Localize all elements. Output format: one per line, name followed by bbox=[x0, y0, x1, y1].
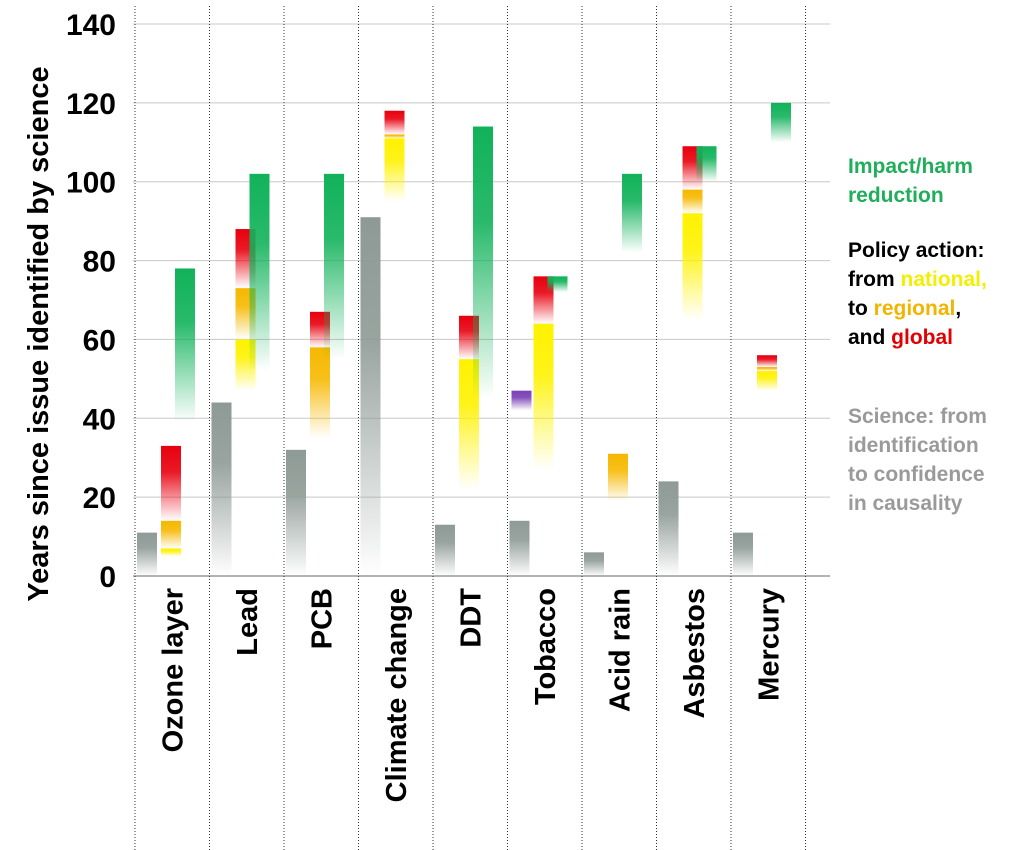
bar-global-mercury bbox=[757, 355, 777, 368]
bar-science-tobacco bbox=[509, 520, 530, 576]
bar-science-ozone-layer bbox=[137, 532, 157, 576]
bar-impact-lead bbox=[249, 173, 270, 371]
y-tick-label-140: 140 bbox=[66, 9, 116, 42]
bar-impact-ddt bbox=[473, 126, 493, 399]
legend-policy-to: to bbox=[848, 297, 874, 320]
bar-regional-asbestos bbox=[682, 189, 703, 214]
category-label-climate-change: Climate change bbox=[381, 588, 413, 802]
y-tick-label-100: 100 bbox=[66, 167, 116, 200]
category-label-ddt: DDT bbox=[455, 588, 487, 648]
legend-impact: Impact/harm reduction bbox=[848, 152, 973, 210]
bar-science-lead bbox=[211, 402, 232, 576]
bar-regional-acid-rain bbox=[608, 453, 628, 502]
bar-regional-mercury bbox=[757, 367, 777, 371]
y-tick-label-40: 40 bbox=[83, 403, 116, 436]
bar-national-climate-change bbox=[384, 138, 405, 202]
legend-policy-national: national, bbox=[900, 268, 987, 291]
bar-impact-tobacco bbox=[547, 276, 568, 293]
bar-impact-mercury bbox=[771, 102, 791, 143]
bar-regional-pcb bbox=[310, 347, 330, 438]
bar-regional-ozone-layer bbox=[161, 520, 181, 549]
bar-global-ozone-layer bbox=[161, 445, 181, 521]
bar-science-ddt bbox=[435, 524, 455, 576]
bar-regional-climate-change bbox=[384, 134, 405, 139]
bar-national-mercury bbox=[757, 370, 777, 391]
bar-impact-asbestos bbox=[696, 146, 717, 182]
legend-policy: Policy action: from national, to regiona… bbox=[848, 236, 987, 352]
bars bbox=[137, 102, 791, 576]
legend-impact-line2: reduction bbox=[848, 184, 944, 207]
y-tick-label-120: 120 bbox=[66, 88, 116, 121]
bar-science-climate-change bbox=[360, 217, 381, 576]
bar-national-asbestos bbox=[682, 213, 703, 320]
category-label-lead: Lead bbox=[232, 588, 264, 656]
legend-science-line4: in causality bbox=[848, 492, 963, 515]
legend-policy-line4: and global bbox=[848, 323, 987, 352]
legend-science: Science: from identification to confiden… bbox=[848, 402, 987, 518]
category-labels: Ozone layer Lead PCB Climate change DDT Tobac… bbox=[157, 588, 785, 803]
legend-science-line3: to confidence bbox=[848, 463, 985, 486]
legend-policy-line3: to regional, bbox=[848, 294, 987, 323]
legend-policy-and: and bbox=[848, 326, 892, 349]
bar-global-climate-change bbox=[384, 110, 405, 135]
bar-other-tobacco bbox=[511, 390, 532, 411]
legend-policy-line2: from national, bbox=[848, 265, 987, 294]
category-label-ozone-layer: Ozone layer bbox=[157, 588, 189, 752]
category-label-acid-rain: Acid rain bbox=[604, 588, 636, 712]
legend-science-line1: Science: from bbox=[848, 405, 987, 428]
legend-policy-global: global bbox=[891, 326, 954, 349]
legend-policy-comma: , bbox=[955, 297, 962, 320]
bar-national-tobacco bbox=[533, 323, 554, 470]
legend-impact-line1: Impact/harm bbox=[848, 155, 973, 178]
category-label-asbestos: Asbestos bbox=[679, 588, 711, 719]
y-axis-ticks: 0 20 40 60 80 100 120 140 bbox=[66, 9, 116, 594]
legend-science-line2: identification bbox=[848, 434, 979, 457]
legend-policy-from: from bbox=[848, 268, 901, 291]
bar-science-asbestos bbox=[658, 481, 679, 576]
bar-impact-ozone-layer bbox=[175, 268, 195, 423]
bar-science-mercury bbox=[733, 532, 753, 576]
y-tick-label-20: 20 bbox=[83, 482, 116, 515]
bar-science-pcb bbox=[286, 449, 306, 576]
y-tick-label-60: 60 bbox=[83, 324, 116, 357]
bar-national-ozone-layer bbox=[161, 548, 181, 557]
bar-science-acid-rain bbox=[584, 552, 604, 576]
y-tick-label-80: 80 bbox=[83, 246, 116, 279]
bar-impact-acid-rain bbox=[622, 173, 642, 253]
category-label-pcb: PCB bbox=[306, 588, 338, 649]
legend-policy-line1: Policy action: bbox=[848, 239, 985, 262]
category-label-tobacco: Tobacco bbox=[530, 588, 562, 705]
y-axis-label: Years since issue identified by science bbox=[23, 66, 55, 601]
y-tick-label-0: 0 bbox=[99, 561, 116, 594]
category-label-mercury: Mercury bbox=[753, 588, 785, 701]
bar-impact-pcb bbox=[324, 173, 344, 360]
legend-policy-regional: regional bbox=[873, 297, 956, 320]
